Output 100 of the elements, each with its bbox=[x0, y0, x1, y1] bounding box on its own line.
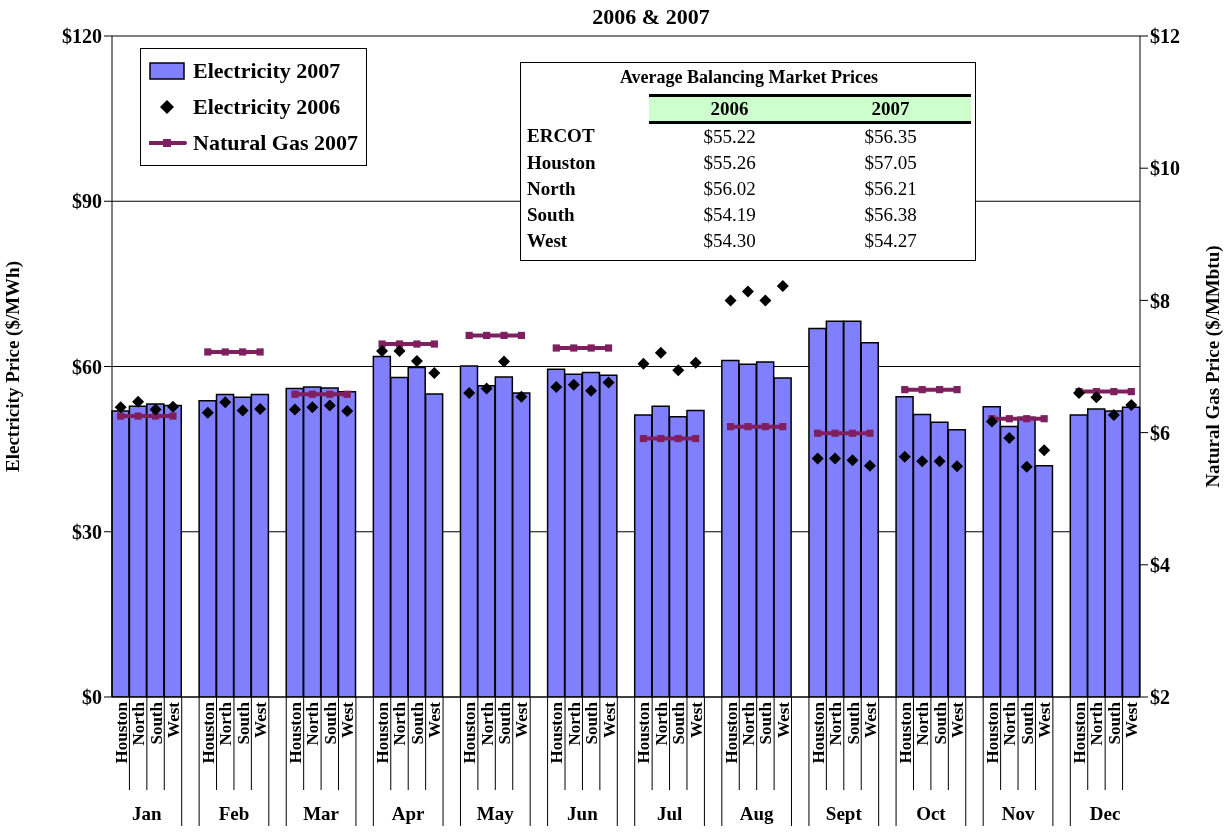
category-label: 2007 bbox=[810, 95, 971, 123]
point bbox=[517, 331, 526, 340]
x-tick-label: North bbox=[390, 701, 410, 746]
point bbox=[846, 454, 859, 467]
x-tick-label: South bbox=[669, 701, 689, 745]
point bbox=[428, 367, 441, 380]
x-tick-label: South bbox=[843, 701, 863, 745]
x-tick-label: West bbox=[948, 701, 968, 738]
point bbox=[114, 401, 127, 414]
x-tick-label: North bbox=[651, 701, 671, 746]
point bbox=[1127, 388, 1135, 396]
point bbox=[951, 460, 964, 473]
y2-tick-label: $6 bbox=[1150, 421, 1170, 444]
point bbox=[552, 344, 560, 352]
x-tick-label: North bbox=[303, 701, 323, 746]
point bbox=[1023, 415, 1031, 423]
point bbox=[498, 355, 511, 368]
point bbox=[201, 406, 214, 419]
x-tick-label: North bbox=[913, 701, 933, 746]
x-tick-label: South bbox=[233, 701, 253, 745]
x-tick-label: Houston bbox=[460, 701, 480, 764]
category-label: ERCOT bbox=[527, 125, 595, 147]
text: Apr bbox=[391, 803, 426, 824]
category-label: 2006 bbox=[649, 95, 810, 123]
point bbox=[936, 386, 944, 394]
point bbox=[1125, 399, 1138, 412]
point bbox=[1110, 388, 1118, 396]
annotation: $56.38 bbox=[863, 203, 918, 227]
point bbox=[1107, 408, 1120, 421]
x-tick-label: Houston bbox=[111, 701, 131, 764]
point bbox=[985, 415, 998, 428]
point bbox=[169, 412, 177, 420]
y2-axis-title: Natural Gas Price ($/MMbtu) bbox=[1201, 245, 1224, 488]
x-tick-label: South bbox=[146, 701, 166, 745]
text: Feb bbox=[218, 803, 250, 824]
x-tick-label: Houston bbox=[634, 701, 654, 764]
point bbox=[288, 403, 301, 416]
point bbox=[204, 348, 212, 356]
point bbox=[811, 452, 824, 465]
point bbox=[550, 380, 563, 393]
legend-label: Electricity 2006 bbox=[193, 94, 341, 120]
annotation: $54.27 bbox=[863, 229, 918, 253]
x-tick-label: West bbox=[163, 701, 183, 738]
annotation: $55.26 bbox=[702, 151, 757, 175]
x-tick-label: South bbox=[495, 701, 515, 745]
point bbox=[117, 412, 125, 420]
point bbox=[918, 386, 926, 394]
point bbox=[692, 434, 700, 443]
y2-tick-label: $4 bbox=[1150, 553, 1170, 576]
x-tick-label: Houston bbox=[198, 701, 218, 764]
point bbox=[587, 344, 595, 352]
category-label: Houston bbox=[527, 152, 596, 173]
x-tick-label: Houston bbox=[721, 701, 741, 764]
text: May bbox=[476, 803, 515, 824]
y2-tick-label: $12 bbox=[1150, 25, 1180, 48]
x-tick-label: Houston bbox=[895, 701, 915, 764]
y-tick-label: $0 bbox=[82, 686, 102, 709]
x-tick-label: North bbox=[826, 701, 846, 746]
point bbox=[657, 434, 665, 443]
point bbox=[602, 376, 615, 389]
point bbox=[239, 348, 247, 356]
text: Jul bbox=[656, 803, 683, 824]
x-tick-label: West bbox=[338, 701, 358, 738]
text: Jan bbox=[132, 803, 163, 824]
point bbox=[480, 382, 493, 395]
point bbox=[953, 386, 961, 394]
point bbox=[410, 354, 423, 367]
x-tick-label: Houston bbox=[285, 701, 305, 764]
point bbox=[831, 429, 839, 437]
point bbox=[500, 331, 508, 340]
annotation: $57.05 bbox=[863, 151, 918, 175]
point bbox=[326, 390, 334, 398]
x-tick-label: North bbox=[216, 701, 236, 746]
point bbox=[901, 386, 909, 394]
category-label: West bbox=[527, 230, 568, 251]
x-tick-label: West bbox=[860, 701, 880, 738]
point bbox=[585, 384, 598, 397]
point bbox=[343, 390, 351, 398]
text: Oct bbox=[916, 803, 947, 824]
x-tick-label: West bbox=[251, 701, 271, 738]
point bbox=[637, 357, 650, 370]
point bbox=[779, 423, 787, 431]
point bbox=[672, 364, 685, 377]
legend-label: Electricity 2007 bbox=[193, 58, 341, 84]
point bbox=[323, 399, 336, 412]
x-tick-label: North bbox=[1000, 701, 1020, 746]
point bbox=[1020, 460, 1033, 473]
x-tick-label: West bbox=[686, 701, 706, 738]
point bbox=[724, 294, 737, 307]
point bbox=[567, 378, 580, 391]
x-tick-label: South bbox=[1017, 701, 1037, 745]
point bbox=[863, 459, 876, 472]
y-tick-label: $120 bbox=[62, 25, 102, 48]
annotation: $56.35 bbox=[863, 125, 918, 149]
point bbox=[463, 386, 476, 399]
y2-tick-label: $2 bbox=[1150, 686, 1170, 709]
point bbox=[515, 390, 528, 403]
annotation: $56.21 bbox=[863, 177, 918, 201]
point bbox=[726, 423, 735, 431]
point bbox=[898, 450, 911, 463]
